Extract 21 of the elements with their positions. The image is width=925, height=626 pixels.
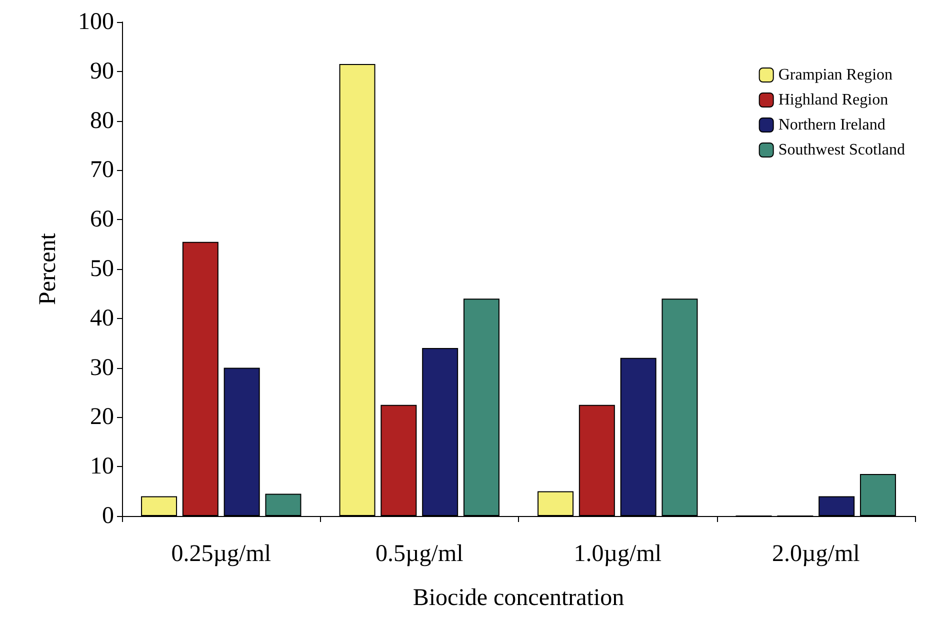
y-tick-label: 80 xyxy=(90,108,114,134)
legend-label: Southwest Scotland xyxy=(778,142,906,158)
legend-label: Northern Ireland xyxy=(778,116,886,134)
y-tick-label: 40 xyxy=(90,305,114,332)
x-tick-label: 1.0µg/ml xyxy=(574,541,662,567)
x-tick-label: 2.0µg/ml xyxy=(772,541,860,567)
legend-label: Highland Region xyxy=(778,92,888,108)
x-axis-title: Biocide concentration xyxy=(412,585,624,611)
y-tick-label: 20 xyxy=(90,404,114,430)
y-tick-label: 60 xyxy=(90,206,114,233)
y-tick-label: 10 xyxy=(90,454,114,480)
x-tick-label: 0.25µg/ml xyxy=(171,541,272,567)
y-tick-label: 100 xyxy=(78,9,114,35)
y-tick-label: 30 xyxy=(90,354,114,381)
y-tick-label: 90 xyxy=(90,58,114,84)
y-axis-title: Percent xyxy=(35,232,61,305)
x-tick-label: 0.5µg/ml xyxy=(375,541,464,567)
y-tick-label: 50 xyxy=(90,256,114,282)
y-tick-label: 0 xyxy=(102,503,114,529)
y-tick-label: 70 xyxy=(90,157,114,184)
legend-label: Grampian Region xyxy=(778,66,893,84)
